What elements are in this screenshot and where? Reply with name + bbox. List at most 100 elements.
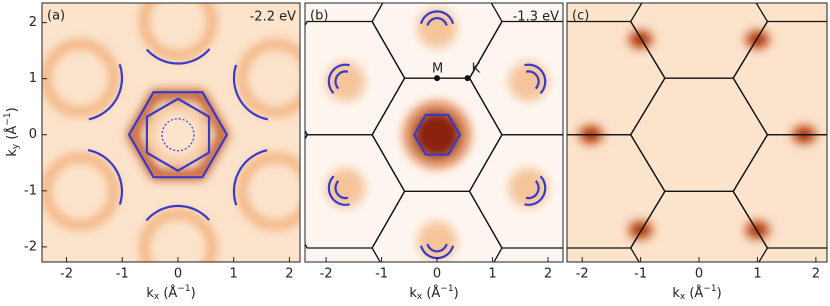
x-axis-label-part: −1 — [703, 284, 716, 294]
band-overlay — [327, 10, 547, 260]
panel — [567, 3, 827, 262]
intensity-arc — [238, 40, 300, 116]
symmetry-label: M — [432, 62, 443, 77]
intensity-ring — [127, 90, 229, 179]
x-tick-label: 0 — [174, 267, 182, 282]
band-arc — [327, 175, 350, 206]
band-arc — [327, 63, 350, 94]
x-axis-label-part: x — [680, 292, 686, 302]
y-tick-label: 1 — [29, 71, 37, 86]
x-axis-label-part: −1 — [177, 284, 190, 294]
band-arc — [524, 175, 547, 206]
brillouin-zone — [732, 20, 827, 136]
panel — [42, 3, 300, 262]
band-arc — [334, 180, 349, 200]
band-hexagon — [127, 91, 229, 179]
band-arc — [232, 64, 269, 121]
x-axis-label-part: k — [146, 286, 154, 301]
band-arc — [334, 70, 349, 90]
intensity-pocket — [325, 168, 366, 208]
panel-frame — [41, 2, 301, 263]
symmetry-point — [464, 75, 471, 82]
x-axis-label-part: x — [417, 292, 423, 302]
x-axis-label: kx (Å−1) — [146, 284, 195, 302]
x-tick-label: -1 — [116, 267, 129, 282]
x-tick-label: 2 — [285, 267, 293, 282]
panel — [305, 3, 563, 262]
x-axis-label-part: ) — [717, 286, 722, 301]
y-tick-label: -2 — [24, 239, 37, 254]
intensity-spot-core — [752, 35, 763, 44]
band-arc — [87, 149, 124, 205]
panel-label: (b) — [310, 9, 328, 24]
band-arc — [524, 63, 547, 94]
intensity-pocket — [508, 61, 549, 102]
band-overlay — [87, 48, 269, 222]
intensity-halo — [404, 101, 471, 168]
intensity-pocket — [417, 221, 458, 262]
x-axis-label: kx (Å−1) — [409, 284, 458, 302]
brillouin-zone — [468, 134, 563, 249]
intensity-arc — [238, 153, 300, 229]
panel-label: (a) — [47, 9, 65, 24]
band-arc — [146, 48, 211, 65]
panel-frame — [566, 2, 828, 263]
panel-frame — [304, 2, 564, 263]
y-tick-label: 2 — [29, 15, 37, 30]
x-axis-label-part: k — [672, 286, 680, 301]
symmetry-point — [434, 75, 441, 82]
intensity-arc — [140, 210, 216, 262]
intensity-arc — [42, 40, 118, 116]
panel-background — [567, 3, 827, 262]
band-arc — [232, 149, 268, 206]
x-tick-label: 0 — [433, 267, 441, 282]
band-arc — [426, 16, 448, 26]
band-arc — [426, 243, 448, 253]
brillouin-zone — [305, 134, 406, 249]
intensity-spot-core — [752, 226, 763, 235]
energy-label: -2.2 eV — [250, 10, 296, 25]
x-axis-label-part: ) — [454, 286, 459, 301]
intensity-map — [325, 8, 549, 262]
x-axis-label-part: k — [409, 286, 417, 301]
x-tick-label: 2 — [812, 267, 820, 282]
band-arc — [145, 204, 210, 222]
x-axis-label-part: (Å — [163, 285, 177, 301]
band-arc — [525, 180, 540, 200]
x-tick-label: -2 — [576, 267, 589, 282]
y-axis-label: ky (Å−1) — [3, 107, 21, 156]
x-axis-label: kx (Å−1) — [672, 284, 721, 302]
x-tick-label: 2 — [544, 267, 552, 282]
band-ring — [413, 113, 462, 156]
x-tick-label: -1 — [375, 267, 388, 282]
intensity-pocket — [508, 168, 549, 208]
intensity-arc — [42, 153, 118, 229]
x-tick-label: -1 — [634, 267, 647, 282]
x-axis-label-part: x — [154, 292, 160, 302]
intensity-spot-core — [635, 226, 646, 235]
brillouin-zone — [732, 134, 827, 249]
intensity-arc — [140, 3, 216, 59]
band-arc — [88, 63, 124, 121]
intensity-map — [42, 3, 300, 262]
x-axis-label-part: −1 — [440, 284, 453, 294]
band-arc — [419, 10, 455, 25]
panel-label: (c) — [572, 9, 589, 24]
x-tick-label: 1 — [230, 267, 238, 282]
intensity-spot-core — [635, 35, 646, 44]
brillouin-zone — [567, 134, 666, 249]
intensity-pocket — [325, 61, 366, 102]
energy-label: -1.3 eV — [513, 10, 559, 25]
x-tick-label: -2 — [60, 267, 73, 282]
intensity-pocket — [417, 8, 458, 49]
band-circle — [161, 118, 195, 152]
intensity-core — [413, 110, 462, 159]
x-tick-label: 1 — [753, 267, 761, 282]
band-arc — [525, 70, 540, 90]
x-axis-label-part: ) — [191, 286, 196, 301]
x-tick-label: -2 — [320, 267, 333, 282]
x-tick-label: 1 — [488, 267, 496, 282]
intensity-core — [147, 104, 209, 166]
y-tick-label: 0 — [29, 127, 37, 142]
